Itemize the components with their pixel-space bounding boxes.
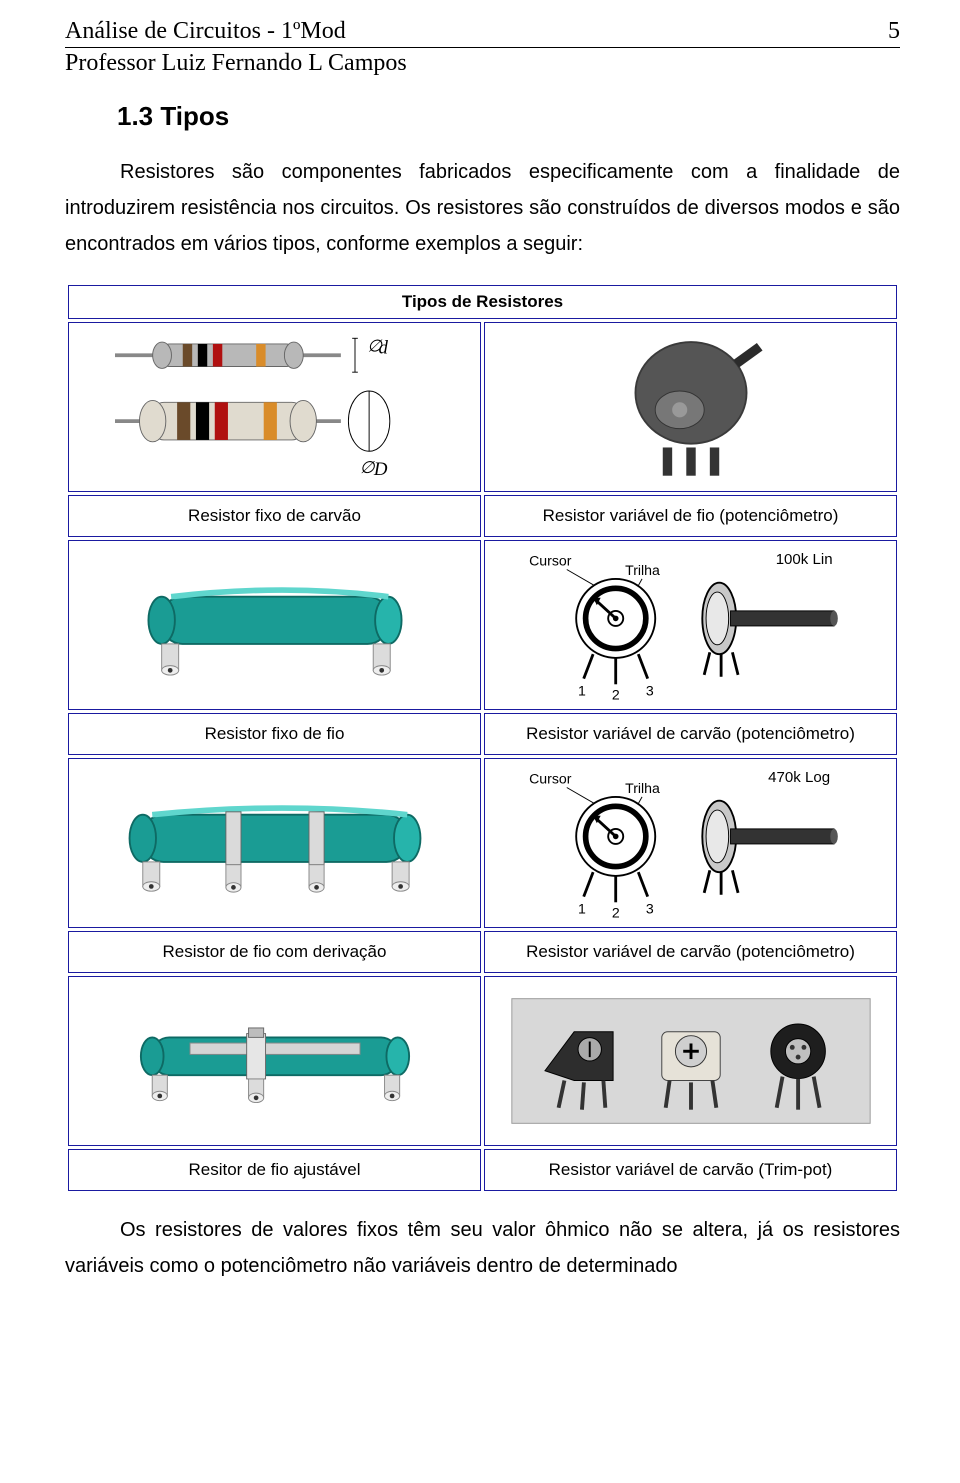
svg-text:3: 3 [645,683,653,699]
svg-text:Cursor: Cursor [529,553,572,569]
svg-text:1: 1 [578,683,586,699]
img-wire-tapped [68,758,481,928]
label-fixed-carbon: Resistor fixo de carvão [68,495,481,537]
svg-text:D: D [372,459,387,480]
professor-line: Professor Luiz Fernando L Campos [65,50,900,77]
label-carbon-pot-100k: Resistor variável de carvão (potenciômet… [484,713,897,755]
section-number: 1.3 [117,101,153,131]
wire-adjustable-icon [105,1006,445,1116]
intro-paragraph: Resistores são componentes fabricados es… [65,154,900,262]
section-name: Tipos [160,101,229,131]
svg-text:470k Log: 470k Log [768,769,830,786]
label-carbon-pot-470k: Resistor variável de carvão (potenciômet… [484,931,897,973]
carbon-resistor-icon: ∅ d ∅ D [95,327,455,487]
svg-text:Cursor: Cursor [529,771,572,787]
img-carbon-pot-470k: Cursor Trilha 470k Log 1 2 3 [484,758,897,928]
img-trimpot [484,976,897,1146]
carbon-pot-470k-icon: Cursor Trilha 470k Log 1 2 3 [506,763,876,923]
resistor-types-table: Tipos de Resistores ∅ d [65,282,900,1194]
table-title: Tipos de Resistores [68,285,897,319]
img-fixed-carbon: ∅ d ∅ D [68,322,481,492]
img-wire-pot-photo [484,322,897,492]
svg-text:1: 1 [578,901,586,917]
label-wire-tapped: Resistor de fio com derivação [68,931,481,973]
svg-text:Trilha: Trilha [625,780,660,796]
label-wire-pot: Resistor variável de fio (potenciômetro) [484,495,897,537]
img-wire-adjustable [68,976,481,1146]
section-title: 1.3 Tipos [117,101,900,132]
svg-text:d: d [378,337,388,358]
label-trimpot: Resistor variável de carvão (Trim-pot) [484,1149,897,1191]
svg-text:3: 3 [645,901,653,917]
label-fixed-wire: Resistor fixo de fio [68,713,481,755]
wire-resistor-icon [105,560,445,690]
img-fixed-wire [68,540,481,710]
wire-pot-icon [591,327,791,487]
course-title: Análise de Circuitos - 1ºMod [65,18,346,45]
svg-text:100k Lin: 100k Lin [775,551,832,568]
svg-text:2: 2 [611,686,619,702]
wire-tapped-icon [105,778,445,908]
img-carbon-pot-100k: Cursor Trilha 100k Lin 1 2 3 [484,540,897,710]
carbon-pot-100k-icon: Cursor Trilha 100k Lin 1 2 3 [506,545,876,705]
outro-paragraph: Os resistores de valores fixos têm seu v… [65,1212,900,1284]
page-number: 5 [888,18,900,45]
svg-text:2: 2 [611,904,619,920]
page-header: Análise de Circuitos - 1ºMod 5 [65,18,900,48]
label-wire-adjustable: Resitor de fio ajustável [68,1149,481,1191]
trimpot-icon [506,991,876,1131]
svg-text:Trilha: Trilha [625,562,660,578]
